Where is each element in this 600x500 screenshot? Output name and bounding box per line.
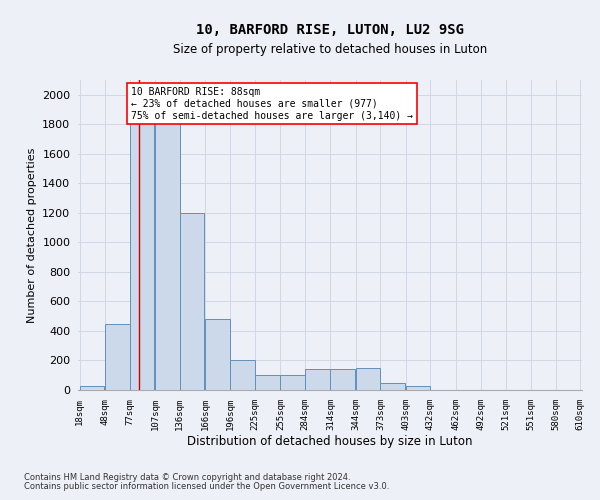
Text: Size of property relative to detached houses in Luton: Size of property relative to detached ho…: [173, 42, 487, 56]
X-axis label: Distribution of detached houses by size in Luton: Distribution of detached houses by size …: [187, 436, 473, 448]
Bar: [280, 375, 305, 390]
Bar: [305, 370, 329, 390]
Bar: [155, 95, 179, 390]
Bar: [205, 319, 230, 390]
Bar: [179, 213, 204, 390]
Bar: [331, 370, 355, 390]
Text: 10 BARFORD RISE: 88sqm
← 23% of detached houses are smaller (977)
75% of semi-de: 10 BARFORD RISE: 88sqm ← 23% of detached…: [131, 88, 413, 120]
Text: 10, BARFORD RISE, LUTON, LU2 9SG: 10, BARFORD RISE, LUTON, LU2 9SG: [196, 22, 464, 36]
Bar: [105, 324, 130, 390]
Bar: [380, 382, 405, 390]
Bar: [406, 386, 430, 390]
Bar: [80, 386, 104, 390]
Text: Contains public sector information licensed under the Open Government Licence v3: Contains public sector information licen…: [24, 482, 389, 491]
Bar: [130, 95, 154, 390]
Bar: [255, 375, 280, 390]
Bar: [230, 360, 255, 390]
Text: Contains HM Land Registry data © Crown copyright and database right 2024.: Contains HM Land Registry data © Crown c…: [24, 474, 350, 482]
Bar: [356, 368, 380, 390]
Y-axis label: Number of detached properties: Number of detached properties: [26, 148, 37, 322]
